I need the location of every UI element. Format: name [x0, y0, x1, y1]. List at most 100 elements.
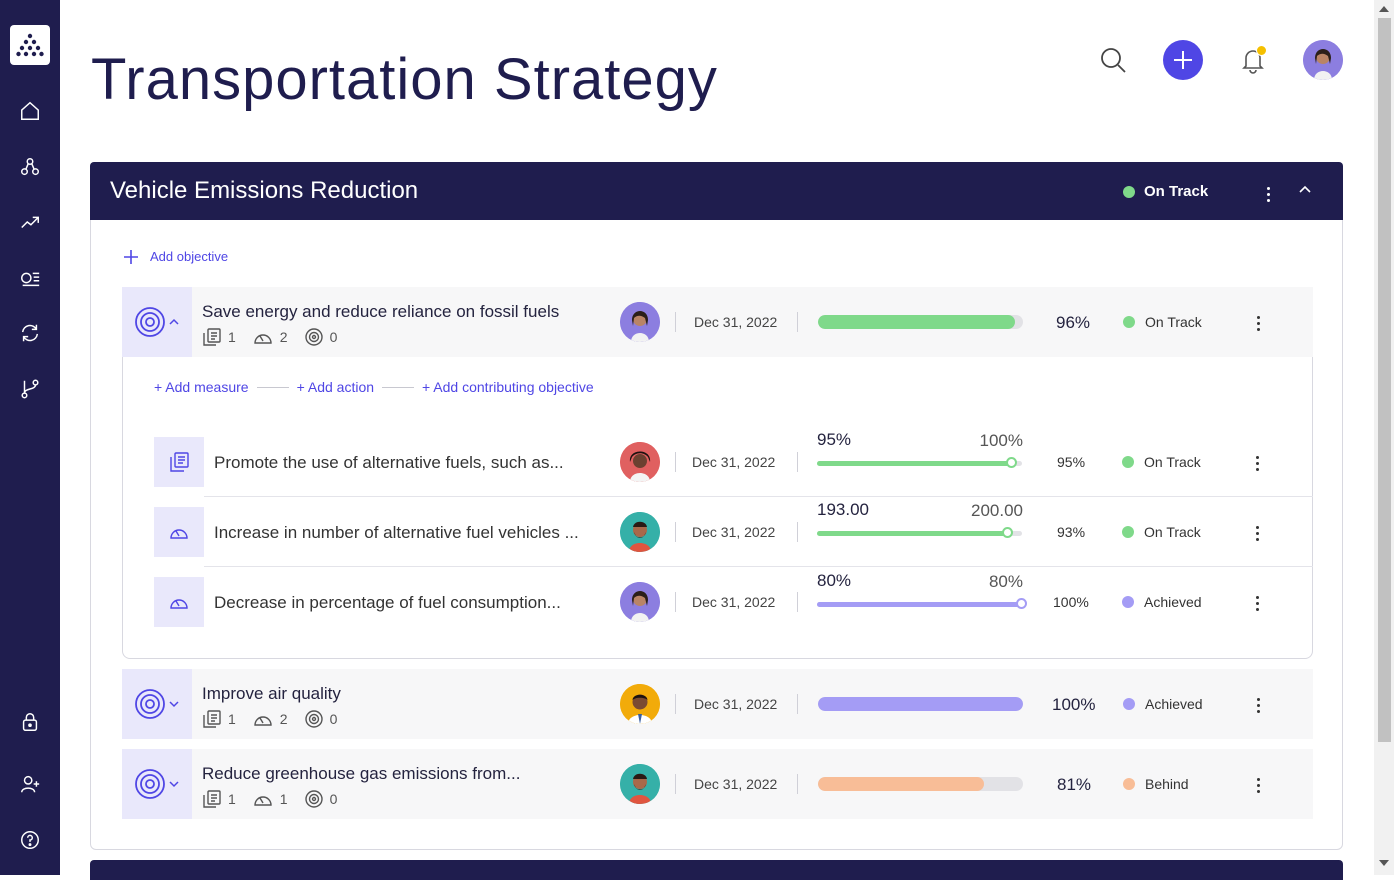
target-small-icon — [304, 328, 323, 346]
objective-more-menu-icon[interactable] — [1248, 693, 1268, 717]
status-dot — [1122, 596, 1134, 608]
divider — [675, 774, 676, 794]
card-status: On Track — [1123, 183, 1208, 200]
objective-count: 0 — [329, 711, 338, 727]
measure-count: 1 — [228, 711, 236, 727]
home-icon[interactable] — [18, 99, 42, 123]
measure-percent: 100% — [1053, 594, 1089, 610]
scroll-down-arrow-icon[interactable] — [1379, 860, 1389, 866]
notification-badge — [1256, 45, 1267, 56]
sync-icon[interactable] — [18, 321, 42, 345]
divider — [797, 312, 798, 332]
scroll-thumb[interactable] — [1378, 18, 1391, 742]
add-user-icon[interactable] — [18, 772, 42, 796]
app-logo[interactable] — [10, 25, 50, 65]
status-label: Achieved — [1145, 696, 1203, 712]
owner-avatar[interactable] — [620, 302, 660, 342]
objective-expand-toggle[interactable] — [122, 749, 192, 819]
owner-avatar[interactable] — [620, 684, 660, 724]
measure-target-value: 80% — [988, 572, 1023, 591]
measure-count: 1 — [228, 791, 236, 807]
measure-more-menu-icon[interactable] — [1247, 451, 1267, 475]
page-scrollbar[interactable] — [1374, 0, 1394, 875]
objective-title[interactable]: Save energy and reduce reliance on fossi… — [202, 302, 560, 321]
measure-progress-fill — [817, 531, 1008, 536]
objective-percent: 100% — [1052, 695, 1096, 714]
due-date: Dec 31, 2022 — [692, 454, 776, 470]
add-objective-button[interactable]: Add objective — [124, 249, 228, 264]
objective-row[interactable]: Reduce greenhouse gas emissions from... … — [122, 749, 1313, 819]
measure-target-value: 100% — [979, 431, 1023, 450]
notifications-button[interactable] — [1233, 40, 1273, 80]
trending-icon[interactable] — [18, 210, 42, 234]
measure-percent: 93% — [1057, 524, 1086, 540]
objective-more-menu-icon[interactable] — [1248, 773, 1268, 797]
status-label: Achieved — [1144, 594, 1202, 610]
objective-status: Achieved — [1123, 696, 1203, 712]
child-title[interactable]: Increase in number of alternative fuel v… — [214, 523, 579, 542]
objective-title[interactable]: Reduce greenhouse gas emissions from... — [202, 764, 521, 783]
divider — [675, 694, 676, 714]
objective-expand-toggle[interactable] — [122, 669, 192, 739]
hierarchy-icon[interactable] — [18, 155, 42, 179]
objective-more-menu-icon[interactable] — [1248, 311, 1268, 335]
objective-progress-bar — [818, 777, 1023, 791]
help-icon[interactable] — [18, 828, 42, 852]
owner-avatar[interactable] — [620, 582, 660, 622]
measure-current-value: 95% — [817, 430, 852, 449]
add-action-link[interactable]: + Add action — [296, 379, 375, 395]
divider — [797, 522, 798, 542]
child-title[interactable]: Promote the use of alternative fuels, su… — [214, 453, 564, 472]
gauge-icon — [170, 529, 188, 539]
search-icon[interactable] — [1093, 40, 1133, 80]
action-count: 2 — [279, 329, 288, 345]
objective-row[interactable]: Save energy and reduce reliance on fossi… — [122, 287, 1313, 357]
measure-progress-knob — [1005, 457, 1017, 468]
due-date: Dec 31, 2022 — [694, 696, 778, 712]
add-measure-link[interactable]: + Add measure — [154, 379, 249, 395]
objective-group-card: Vehicle Emissions Reduction On Track Add… — [90, 162, 1343, 850]
collapse-chevron-up-icon[interactable] — [1298, 182, 1318, 202]
status-dot — [1123, 778, 1135, 790]
objective-progress-fill — [818, 315, 1015, 329]
status-label: Behind — [1145, 776, 1189, 792]
measure-progress-fill — [817, 461, 1012, 466]
owner-avatar[interactable] — [620, 512, 660, 552]
measure-icon — [203, 710, 221, 728]
measure-status: Achieved — [1122, 594, 1202, 610]
add-button[interactable] — [1163, 40, 1203, 80]
gauge-icon — [254, 796, 272, 806]
measure-progress-knob — [1001, 527, 1013, 538]
measure-target-value: 200.00 — [971, 501, 1023, 520]
measure-more-menu-icon[interactable] — [1247, 591, 1267, 615]
action-count: 2 — [279, 711, 288, 727]
row-divider — [204, 496, 1313, 497]
target-icon — [135, 689, 165, 719]
objective-counts: 1 2 0 — [202, 327, 347, 347]
add-contributing-objective-link[interactable]: + Add contributing objective — [422, 379, 594, 395]
objective-progress-bar — [818, 315, 1023, 329]
measure-icon — [203, 328, 221, 346]
target-icon — [135, 769, 165, 799]
objective-title[interactable]: Improve air quality — [202, 684, 341, 703]
objective-row[interactable]: Improve air quality 1 2 0 Dec 31, 2022 1… — [122, 669, 1313, 739]
card-more-menu-icon[interactable] — [1258, 182, 1278, 206]
measure-more-menu-icon[interactable] — [1247, 521, 1267, 545]
user-avatar[interactable] — [1303, 40, 1343, 80]
list-icon[interactable] — [18, 266, 42, 290]
gauge-icon — [254, 334, 272, 344]
measure-icon — [203, 790, 221, 808]
scroll-up-arrow-icon[interactable] — [1379, 6, 1389, 12]
objective-progress-fill — [818, 697, 1023, 711]
objective-percent: 81% — [1057, 775, 1092, 794]
child-title[interactable]: Decrease in percentage of fuel consumpti… — [214, 593, 561, 612]
objective-expand-toggle[interactable] — [122, 287, 192, 357]
action-type-icon — [154, 507, 204, 557]
lock-icon[interactable] — [18, 710, 42, 734]
owner-avatar[interactable] — [620, 764, 660, 804]
target-small-icon — [304, 710, 323, 728]
owner-avatar[interactable] — [620, 442, 660, 482]
measure-status: On Track — [1122, 524, 1201, 540]
status-label: On Track — [1145, 314, 1202, 330]
branch-icon[interactable] — [18, 377, 42, 401]
